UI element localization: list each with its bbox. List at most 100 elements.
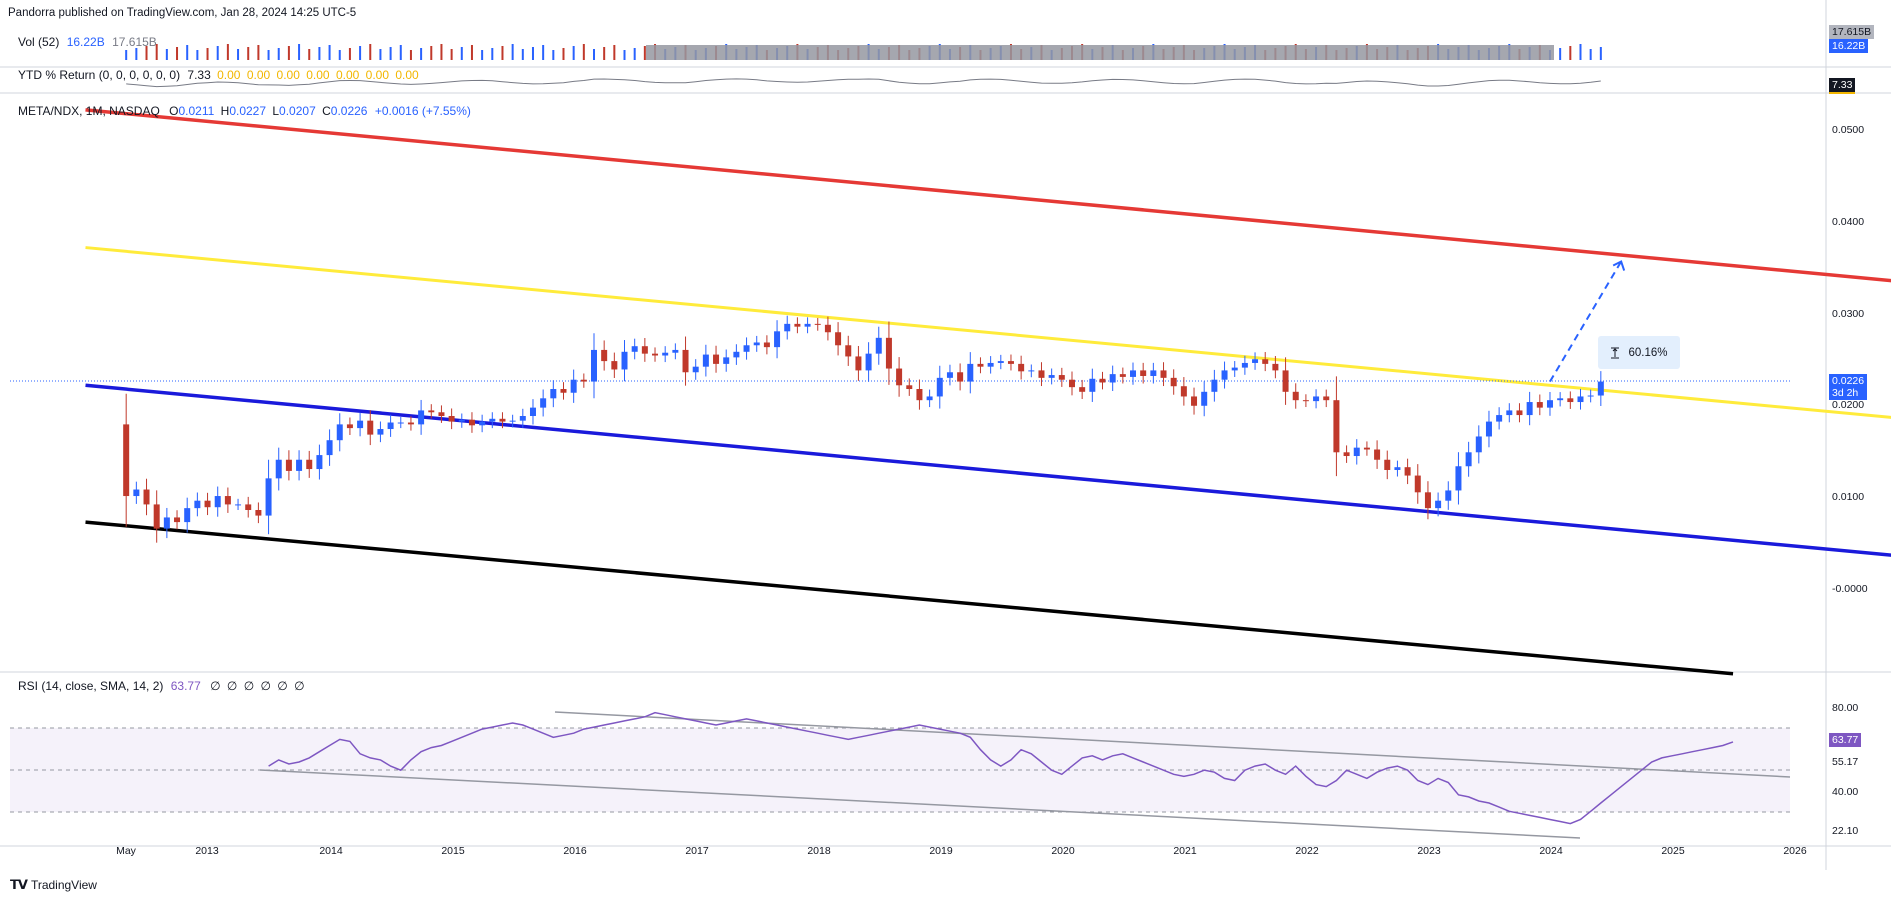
x-tick-label: 2026: [1783, 845, 1807, 857]
candle-body: [1404, 467, 1411, 476]
candle-body: [1313, 396, 1320, 402]
volume-ma-value: 17.615B: [112, 35, 157, 49]
rsi-extra: ∅: [277, 679, 288, 693]
volume-legend[interactable]: Vol (52) 16.22B 17.615B: [18, 35, 157, 49]
candle-body: [1323, 396, 1330, 401]
candle-body: [967, 363, 974, 382]
candle-body: [499, 418, 506, 422]
candle-body: [936, 377, 943, 397]
projection-label-box[interactable]: 60.16%: [1598, 336, 1680, 369]
volume-bar: [613, 45, 616, 60]
projection[interactable]: [1549, 260, 1626, 383]
candle-body: [1302, 400, 1309, 402]
x-tick-label: 2023: [1417, 845, 1441, 857]
rsi-trendline-upper[interactable]: [554, 711, 1791, 778]
symbol-line: META/NDX, 1M, NASDAQ: [18, 104, 160, 118]
y-tick-label: 0.0500: [1832, 124, 1864, 136]
candle-body: [245, 504, 252, 510]
candle-body: [1272, 363, 1279, 371]
candle-body: [865, 353, 872, 371]
ytd-label: YTD % Return (0, 0, 0, 0, 0, 0): [18, 68, 181, 82]
volume-bar: [409, 50, 412, 60]
candle-body: [377, 429, 384, 435]
candle-body: [1099, 378, 1106, 383]
candle-body: [1191, 396, 1198, 406]
candle-body: [601, 349, 608, 362]
candles: [123, 315, 1604, 543]
published-caption: Pandorra published on TradingView.com, J…: [8, 7, 357, 19]
candle-body: [336, 424, 343, 441]
candle-body: [580, 379, 587, 382]
candle-body: [1363, 447, 1370, 450]
trendlines[interactable]: [85, 108, 1891, 676]
candle-body: [987, 362, 994, 367]
volume-bar: [237, 49, 240, 60]
volume-bar: [1559, 48, 1562, 60]
symbol-legend[interactable]: META/NDX, 1M, NASDAQ O0.0211 H0.0227 L0.…: [18, 104, 471, 118]
candle-body: [133, 489, 140, 497]
x-tick-label: 2015: [441, 845, 465, 857]
candle-body: [306, 459, 313, 470]
candle-body: [204, 500, 211, 508]
candle-body: [1211, 379, 1218, 392]
rsi-trendline-lower[interactable]: [259, 769, 1581, 839]
candle-body: [479, 421, 486, 426]
candle-body: [214, 496, 221, 508]
x-tick-label: 2021: [1173, 845, 1197, 857]
candle-body: [1048, 375, 1055, 378]
ytd-legend[interactable]: YTD % Return (0, 0, 0, 0, 0, 0) 7.33 0.0…: [18, 68, 419, 82]
candle-body: [560, 389, 567, 393]
candle-body: [1435, 500, 1442, 509]
candle-body: [946, 372, 953, 378]
candle-body: [174, 517, 181, 523]
candle-body: [1536, 402, 1543, 408]
x-tick-label: 2013: [195, 845, 219, 857]
candle-body: [1028, 370, 1035, 372]
ohlc-l-label: L: [272, 104, 280, 118]
rsi-line: [268, 711, 1734, 825]
ytd-zero: 0.00: [395, 68, 419, 82]
volume-bar: [206, 48, 209, 60]
volume-bar: [542, 45, 545, 60]
x-tick-label: 2025: [1661, 845, 1685, 857]
candle-body: [682, 349, 689, 373]
rsi-extra: ∅: [210, 679, 221, 693]
rsi-axis-label: 80.00: [1832, 702, 1858, 714]
candle-body: [509, 420, 516, 422]
candle-body: [1597, 381, 1604, 396]
candle-body: [296, 459, 303, 471]
candle-body: [1079, 387, 1086, 392]
candle-body: [285, 459, 292, 471]
candle-body: [316, 455, 323, 470]
candle-body: [1546, 400, 1553, 408]
volume-bar: [440, 44, 443, 60]
volume-bar: [135, 48, 138, 60]
x-tick-label: 2016: [563, 845, 587, 857]
volume-bar: [308, 49, 311, 60]
volume-bar: [633, 48, 636, 60]
candle-body: [591, 349, 597, 382]
current-price-badge: 0.0226 3d 2h: [1829, 374, 1868, 400]
x-tick-label: 2020: [1051, 845, 1075, 857]
candle-body: [235, 504, 242, 506]
candle-body: [845, 345, 852, 357]
candle-body: [672, 349, 679, 353]
ohlc-o-label: O: [169, 104, 179, 118]
footer-brand[interactable]: 𝗧𝗩 TradingView: [10, 877, 97, 893]
x-tick-label: 2017: [685, 845, 709, 857]
candle-body: [163, 517, 170, 529]
volume-bar: [287, 46, 290, 60]
volume-axis-current-badge: 16.22B: [1829, 39, 1869, 53]
candle-body: [1394, 467, 1401, 470]
candle-body: [885, 337, 892, 369]
current-price-value: 0.0226: [1832, 375, 1865, 387]
volume-bar: [572, 46, 575, 60]
rsi-legend[interactable]: RSI (14, close, SMA, 14, 2) 63.77 ∅ ∅ ∅ …: [18, 679, 305, 693]
candle-body: [346, 424, 353, 429]
ytd-zero: 0.00: [365, 68, 389, 82]
volume-bar: [196, 50, 199, 60]
volume-bar: [491, 48, 494, 60]
candle-body: [1018, 363, 1025, 372]
volume-bar: [176, 47, 179, 60]
